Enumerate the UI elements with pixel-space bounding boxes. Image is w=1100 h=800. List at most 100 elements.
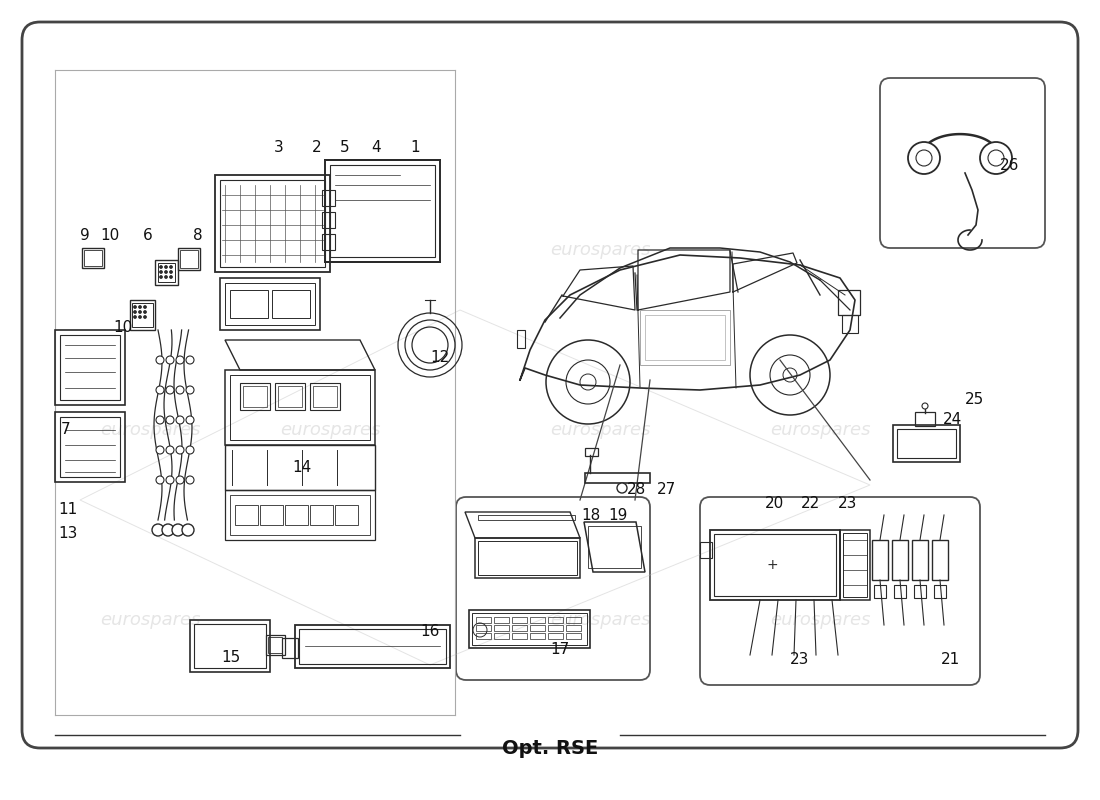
Text: eurospares: eurospares	[100, 611, 200, 629]
Circle shape	[166, 356, 174, 364]
Bar	[566, 617, 581, 623]
Bar	[226, 283, 315, 325]
Text: 12: 12	[430, 350, 450, 366]
Bar	[566, 625, 581, 631]
Bar	[494, 625, 509, 631]
Circle shape	[139, 310, 142, 314]
Circle shape	[186, 356, 194, 364]
Bar	[892, 540, 907, 580]
Text: 15: 15	[221, 650, 241, 666]
Bar	[838, 290, 860, 315]
Bar	[645, 315, 725, 360]
Text: 28: 28	[626, 482, 646, 498]
Bar	[226, 445, 375, 490]
Text: 11: 11	[58, 502, 78, 518]
Circle shape	[165, 266, 167, 269]
Text: 24: 24	[943, 413, 961, 427]
Circle shape	[186, 386, 194, 394]
Bar	[566, 633, 581, 639]
Bar	[512, 633, 527, 639]
Bar	[714, 534, 836, 596]
Bar	[469, 610, 590, 648]
Bar	[130, 300, 155, 330]
Text: 21: 21	[940, 653, 959, 667]
Bar	[178, 248, 200, 270]
Circle shape	[166, 386, 174, 394]
Bar	[285, 505, 308, 525]
Bar	[872, 540, 888, 580]
Text: 1: 1	[410, 141, 420, 155]
Circle shape	[152, 524, 164, 536]
Text: 10: 10	[113, 319, 133, 334]
Bar	[260, 505, 283, 525]
Bar	[914, 585, 926, 598]
Text: +: +	[767, 558, 778, 572]
Circle shape	[156, 386, 164, 394]
Text: 6: 6	[143, 227, 153, 242]
Bar	[190, 620, 270, 672]
Bar	[282, 638, 298, 658]
Circle shape	[169, 266, 173, 269]
Bar	[55, 412, 125, 482]
Text: 8: 8	[194, 227, 202, 242]
Circle shape	[160, 275, 163, 278]
Bar	[915, 412, 935, 426]
Bar	[476, 625, 491, 631]
Bar	[220, 278, 320, 330]
Circle shape	[143, 315, 146, 318]
Bar	[230, 290, 268, 318]
Text: 10: 10	[100, 227, 120, 242]
Bar	[840, 530, 870, 600]
Circle shape	[186, 446, 194, 454]
Circle shape	[160, 270, 163, 274]
Bar	[314, 386, 337, 407]
Bar	[266, 635, 285, 655]
Circle shape	[160, 266, 163, 269]
Text: eurospares: eurospares	[770, 421, 870, 439]
Bar	[278, 386, 303, 407]
Text: 22: 22	[801, 497, 820, 511]
Bar	[235, 505, 258, 525]
Bar	[220, 180, 324, 267]
Bar	[700, 542, 712, 558]
Bar	[324, 160, 440, 262]
Text: 26: 26	[1000, 158, 1020, 173]
Bar	[896, 429, 956, 458]
Text: 9: 9	[80, 227, 90, 242]
Bar	[158, 263, 175, 282]
Circle shape	[165, 270, 167, 274]
Bar	[585, 473, 650, 483]
Circle shape	[182, 524, 194, 536]
Circle shape	[922, 403, 928, 409]
Bar	[60, 417, 120, 477]
Circle shape	[143, 306, 146, 309]
Bar	[322, 190, 335, 206]
Text: 25: 25	[966, 393, 984, 407]
Bar	[472, 613, 587, 645]
Bar	[934, 585, 946, 598]
Bar	[84, 250, 102, 266]
Circle shape	[176, 356, 184, 364]
Text: eurospares: eurospares	[550, 241, 650, 259]
Bar	[330, 165, 434, 257]
Circle shape	[186, 476, 194, 484]
Bar	[874, 585, 886, 598]
Bar	[932, 540, 948, 580]
Bar	[82, 248, 104, 268]
Bar	[295, 625, 450, 668]
Bar	[476, 617, 491, 623]
Text: 23: 23	[790, 653, 810, 667]
Bar	[310, 383, 340, 410]
Circle shape	[156, 356, 164, 364]
Bar	[155, 260, 178, 285]
Text: 17: 17	[550, 642, 570, 658]
Circle shape	[176, 476, 184, 484]
Bar	[530, 633, 544, 639]
Bar	[894, 585, 906, 598]
Text: 13: 13	[58, 526, 78, 541]
Text: 3: 3	[274, 141, 284, 155]
Circle shape	[166, 416, 174, 424]
Circle shape	[139, 306, 142, 309]
Circle shape	[617, 483, 627, 493]
Text: eurospares: eurospares	[770, 611, 870, 629]
